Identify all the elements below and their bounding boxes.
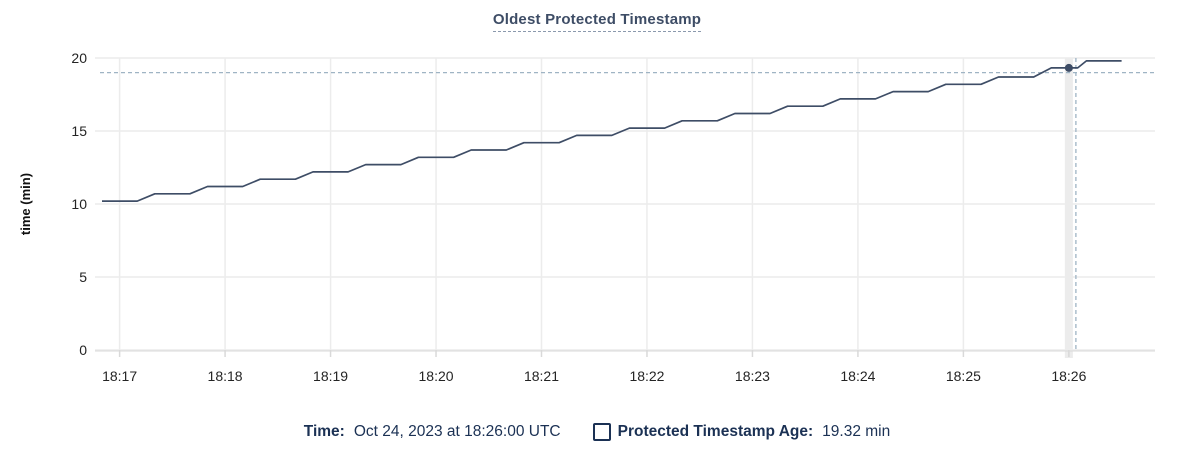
tooltip-bar: Time: Oct 24, 2023 at 18:26:00 UTC Protec… (0, 419, 1194, 445)
y-tick-label: 15 (71, 123, 87, 139)
highlight-dot (1064, 63, 1073, 72)
x-tick-label: 18:17 (102, 368, 137, 384)
y-tick-label: 5 (79, 269, 87, 285)
x-tick-label: 18:22 (629, 368, 664, 384)
y-axis-label: time (min) (18, 173, 33, 235)
x-tick-label: 18:24 (840, 368, 875, 384)
chart-svg[interactable]: time (min) 0 5 10 15 20 18:17 18:18 18:19 18:20 1… (0, 0, 1194, 408)
tooltip-time-value: Oct 24, 2023 at 18:26:00 UTC (353, 423, 561, 440)
y-tick-label: 0 (79, 342, 87, 358)
x-tick-label: 18:21 (524, 368, 559, 384)
x-tick-label: 18:20 (419, 368, 454, 384)
chart-header: Oldest Protected Timestamp (0, 11, 1194, 32)
chart-title[interactable]: Oldest Protected Timestamp (492, 11, 702, 32)
x-tick-label: 18:25 (946, 368, 981, 384)
x-tick-label: 18:18 (208, 368, 243, 384)
y-tick-label: 10 (71, 196, 87, 212)
x-tick-label: 18:26 (1051, 368, 1086, 384)
tooltip-series-label: Protected Timestamp Age: (617, 423, 814, 440)
tooltip-time-label: Time: (303, 423, 345, 440)
tooltip-series-value: 19.32 min (822, 423, 891, 440)
y-tick-label: 20 (71, 50, 87, 66)
series-line (102, 60, 1122, 202)
x-tick-label: 18:19 (313, 368, 348, 384)
x-tick-label: 18:23 (735, 368, 770, 384)
series-swatch-icon (592, 423, 611, 441)
